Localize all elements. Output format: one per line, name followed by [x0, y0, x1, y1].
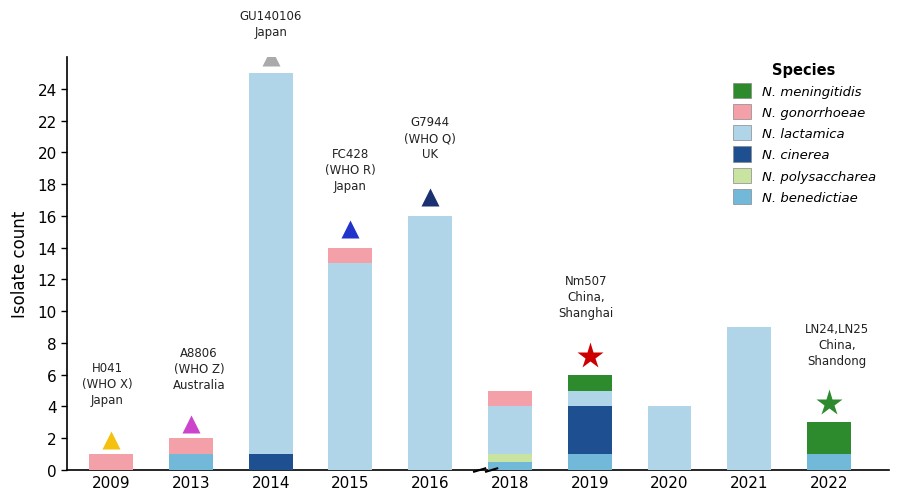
Legend: N. meningitidis, N. gonorrhoeae, N. lactamica, N. cinerea, N. polysaccharea, N. : N. meningitidis, N. gonorrhoeae, N. lact…	[726, 56, 882, 211]
Bar	[409, 216, 452, 470]
Bar	[248, 74, 292, 454]
Bar	[488, 454, 532, 462]
Bar	[328, 248, 373, 264]
Bar	[568, 454, 612, 470]
Text: A8806
(WHO Z)
Australia: A8806 (WHO Z) Australia	[173, 346, 225, 391]
Bar	[328, 264, 373, 470]
Bar	[648, 407, 691, 470]
Bar	[807, 422, 851, 454]
Bar	[89, 454, 133, 470]
Text: FC428
(WHO R)
Japan: FC428 (WHO R) Japan	[325, 148, 376, 192]
Text: H041
(WHO X)
Japan: H041 (WHO X) Japan	[82, 362, 132, 407]
Bar	[568, 407, 612, 454]
Text: GU140106
Japan: GU140106 Japan	[239, 10, 302, 39]
Bar	[488, 407, 532, 454]
Text: LN24,LN25
China,
Shandong: LN24,LN25 China, Shandong	[805, 322, 869, 367]
Text: G7944
(WHO Q)
UK: G7944 (WHO Q) UK	[404, 116, 456, 161]
Text: Nm507
China,
Shanghai: Nm507 China, Shanghai	[558, 275, 614, 320]
Bar	[248, 454, 292, 470]
Bar	[568, 391, 612, 407]
Bar	[727, 327, 771, 470]
Y-axis label: Isolate count: Isolate count	[11, 210, 29, 318]
Bar	[488, 391, 532, 407]
Bar	[807, 454, 851, 470]
Bar	[568, 375, 612, 391]
Bar	[169, 438, 212, 454]
Bar	[488, 462, 532, 470]
Bar	[169, 454, 212, 470]
